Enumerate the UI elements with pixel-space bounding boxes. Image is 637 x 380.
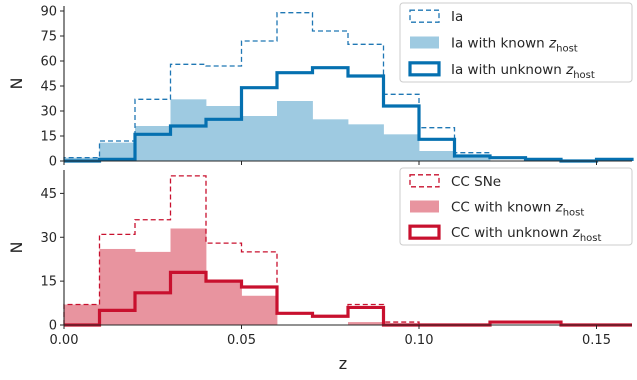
x-tick-label: 0.00 <box>50 333 79 348</box>
y-axis-label: N <box>7 78 26 90</box>
hist-bar <box>135 126 171 161</box>
bottom-legend: CC SNe CC with known zhost CC with unknown… <box>399 167 633 246</box>
hist-bar <box>348 124 384 161</box>
top-axes: 0 15 30 45 60 75 90 N <box>7 5 632 170</box>
y-tick-label: 75 <box>40 30 57 45</box>
y-tick-label: 0 <box>49 155 57 170</box>
y-tick-label: 60 <box>40 55 57 70</box>
step-thick-series <box>64 66 634 163</box>
legend-label: CC with known zhost <box>451 200 584 219</box>
top-panel: 0 15 30 45 60 75 90 N Ia Ia with known zhost Ia w… <box>7 2 634 170</box>
hist-bar <box>454 157 491 161</box>
legend-label: Ia with known zhost <box>451 36 578 55</box>
legend-label: CC with unknown zhost <box>451 225 601 244</box>
y-tick-label: 15 <box>40 130 57 145</box>
hist-bar <box>64 157 100 161</box>
legend-label: CC SNe <box>451 174 501 190</box>
hist-bar <box>170 99 207 161</box>
hist-bar <box>348 322 384 325</box>
hist-bar <box>241 116 278 161</box>
step-thick-series <box>64 270 632 327</box>
legend-swatch <box>408 224 441 240</box>
top-filled-histogram <box>64 99 491 161</box>
hist-bar <box>64 304 100 325</box>
y-tick-label: 30 <box>40 105 57 120</box>
bottom-filled-histogram <box>64 228 384 325</box>
legend-swatch <box>408 61 441 77</box>
legend-label: Ia <box>451 9 463 25</box>
bottom-axes: 0 15 30 45 0.00 0.05 0.10 0.15 Nz <box>7 170 632 373</box>
x-tick-label: 0.15 <box>582 333 611 348</box>
x-axis-label: z <box>339 354 347 373</box>
legend-swatch <box>410 36 439 49</box>
hist-bar <box>419 151 455 161</box>
hist-bar <box>206 106 242 161</box>
hist-bar <box>99 142 136 161</box>
top-legend: Ia Ia with known zhost Ia with unknown zho… <box>399 2 633 83</box>
y-tick-label: 30 <box>40 231 57 246</box>
y-axis-label: N <box>7 242 26 254</box>
legend-frame <box>399 2 633 83</box>
legend-swatch <box>410 200 439 213</box>
hist-bar <box>206 281 242 325</box>
y-tick-label: 45 <box>40 187 57 202</box>
hist-bar <box>383 134 420 161</box>
legend-frame <box>399 167 633 246</box>
y-tick-label: 0 <box>49 319 57 334</box>
hist-bar <box>99 248 136 325</box>
bottom-step-histograms <box>63 175 632 327</box>
legend-swatch <box>409 9 440 23</box>
legend-swatch <box>409 174 440 188</box>
hist-bar <box>170 228 207 325</box>
hist-bar <box>241 295 278 325</box>
x-tick-label: 0.05 <box>227 333 256 348</box>
x-tick-label: 0.10 <box>405 333 434 348</box>
y-tick-label: 90 <box>40 5 57 20</box>
hist-bar <box>135 251 171 325</box>
hist-bar <box>312 119 349 161</box>
hist-bar <box>277 101 313 161</box>
top-step-histograms <box>63 12 634 163</box>
y-tick-label: 15 <box>40 275 57 290</box>
legend-label: Ia with unknown zhost <box>451 62 595 81</box>
bottom-panel: 0 15 30 45 0.00 0.05 0.10 0.15 Nz CC SNe CC with … <box>7 167 633 373</box>
y-tick-label: 45 <box>40 80 57 95</box>
